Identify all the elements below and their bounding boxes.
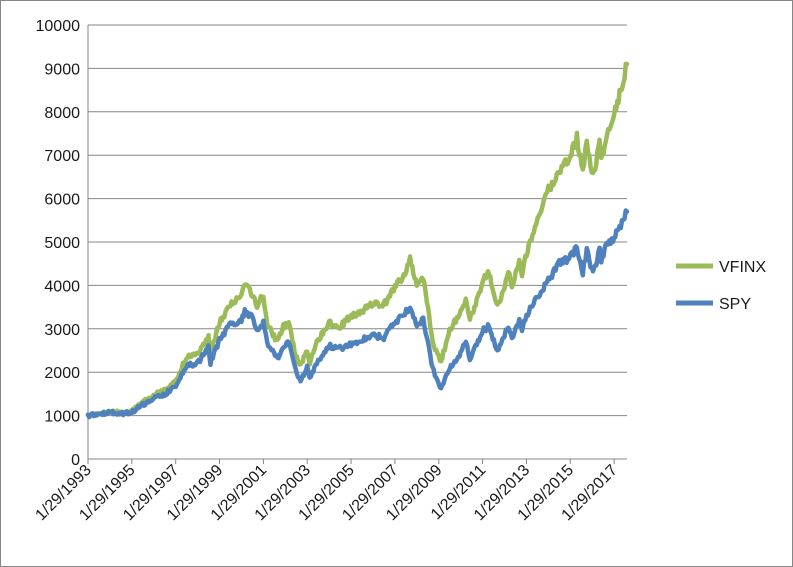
y-tick-label: 6000 <box>44 192 80 209</box>
y-tick-label: 4000 <box>44 278 80 295</box>
legend-label-spy: SPY <box>719 296 751 313</box>
series-line-vfinx <box>85 61 630 419</box>
y-tick-label: 3000 <box>44 322 80 339</box>
x-axis-tick-labels: 1/29/19931/29/19951/29/19971/29/19991/29… <box>32 462 621 524</box>
y-axis-tick-labels: 0 1000 2000 3000 4000 5000 6000 7000 8000 9000 100… <box>36 18 81 469</box>
y-tick-label: 8000 <box>44 105 80 122</box>
y-tick-label: 9000 <box>44 61 80 78</box>
plot-series <box>85 61 630 420</box>
legend: VFINX SPY <box>676 259 766 313</box>
y-tick-label: 5000 <box>44 235 80 252</box>
y-tick-label: 0 <box>71 452 80 469</box>
y-tick-label: 2000 <box>44 365 80 382</box>
gridlines <box>88 24 627 417</box>
legend-label-vfinx: VFINX <box>719 259 766 276</box>
axes <box>87 25 627 464</box>
y-tick-label: 7000 <box>44 148 80 165</box>
y-tick-label: 10000 <box>36 18 81 35</box>
y-tick-label: 1000 <box>44 409 80 426</box>
series-line-spy <box>85 208 630 420</box>
